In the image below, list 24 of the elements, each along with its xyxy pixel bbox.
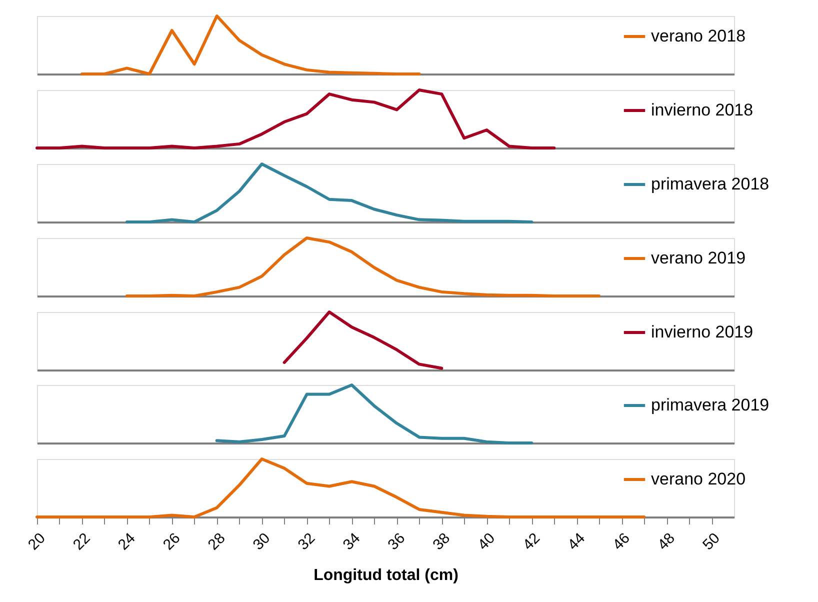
x-tick-label: 30	[250, 530, 274, 554]
x-tick-label: 48	[654, 530, 678, 554]
x-axis-title: Longitud total (cm)	[314, 566, 458, 584]
legend-label: verano 2019	[651, 248, 746, 268]
x-tick-label: 22	[70, 530, 94, 554]
legend-label: invierno 2018	[651, 100, 754, 120]
x-tick-label: 24	[114, 530, 139, 554]
legend-label: verano 2020	[651, 470, 746, 488]
legend-label: verano 2018	[651, 26, 746, 46]
x-tick-label: 40	[474, 530, 498, 554]
x-tick-label: 20	[24, 530, 49, 554]
x-tick-label: 38	[430, 530, 454, 554]
x-tick-label: 34	[340, 530, 364, 554]
x-tick-label: 36	[384, 530, 409, 554]
x-tick-label: 46	[610, 530, 634, 554]
x-tick-label: 42	[520, 530, 544, 554]
legend-label: primavera 2019	[651, 396, 770, 414]
x-tick-label: 32	[294, 530, 319, 554]
x-tick-label: 26	[160, 530, 184, 554]
legend-label: invierno 2019	[651, 322, 754, 342]
x-tick-label: 44	[564, 530, 588, 554]
x-tick-label: 28	[204, 530, 229, 554]
legend-label: primavera 2018	[651, 174, 770, 194]
x-tick-label: 50	[700, 530, 724, 554]
